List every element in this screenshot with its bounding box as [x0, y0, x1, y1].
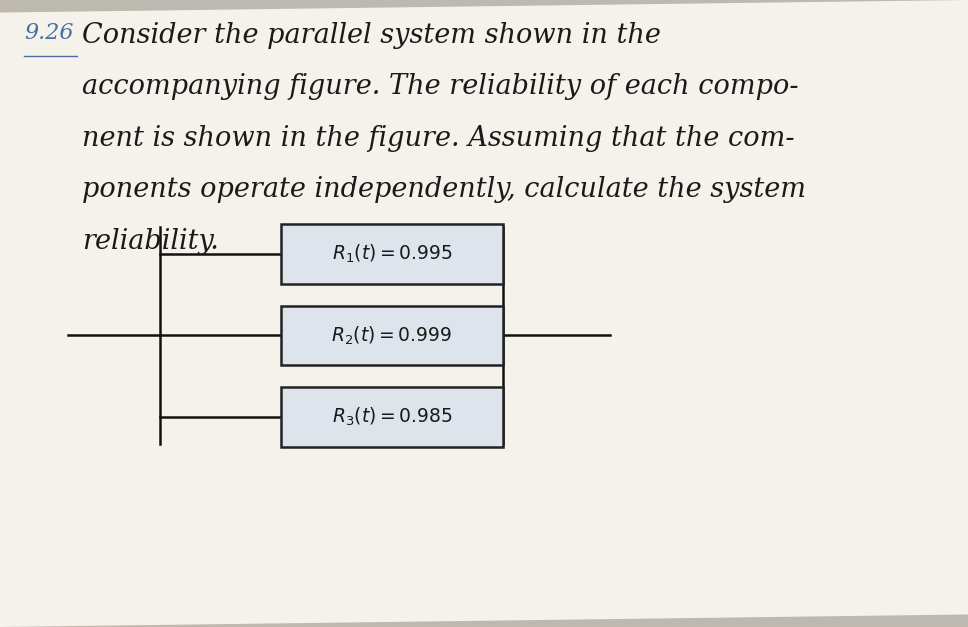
Text: $R_3(t) = 0.985$: $R_3(t) = 0.985$ [332, 406, 452, 428]
Text: nent is shown in the figure. Assuming that the com-: nent is shown in the figure. Assuming th… [82, 125, 795, 152]
FancyBboxPatch shape [281, 305, 503, 365]
Text: reliability.: reliability. [82, 228, 219, 255]
Text: accompanying figure. The reliability of each compo-: accompanying figure. The reliability of … [82, 73, 799, 100]
FancyBboxPatch shape [281, 387, 503, 446]
Text: ponents operate independently, calculate the system: ponents operate independently, calculate… [82, 176, 806, 203]
Text: $R_1(t) = 0.995$: $R_1(t) = 0.995$ [332, 243, 452, 265]
Text: Consider the parallel system shown in the: Consider the parallel system shown in th… [82, 22, 661, 49]
Text: $R_2(t) = 0.999$: $R_2(t) = 0.999$ [331, 324, 453, 347]
FancyBboxPatch shape [281, 224, 503, 283]
Text: 9.26: 9.26 [24, 22, 74, 44]
